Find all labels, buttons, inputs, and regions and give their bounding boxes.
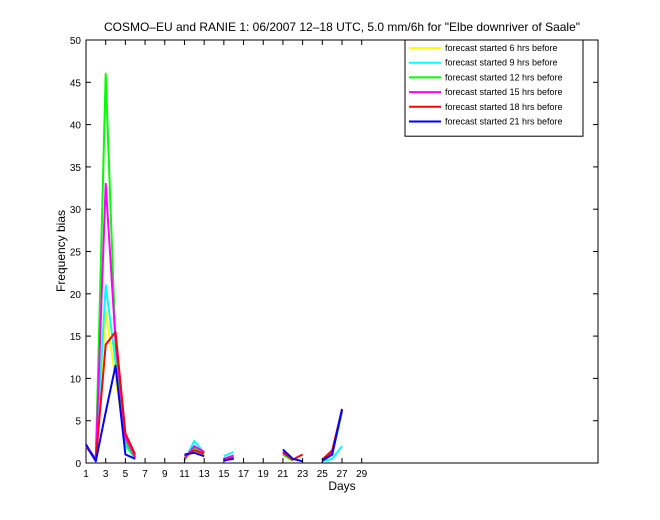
legend-label: forecast started 12 hrs before (445, 72, 563, 82)
axis-ticks: 1 3 5 7 9 11 13 15 17 19 21 23 25 27 29051015202530354… (70, 36, 598, 480)
x-tick-label: 25 (317, 469, 329, 480)
y-tick-label: 35 (70, 163, 82, 174)
legend: forecast started 6 hrs before forecast st… (404, 39, 584, 137)
x-tick-label: 1 (83, 469, 89, 480)
series-line-6 (282, 448, 303, 463)
y-tick-label: 10 (70, 374, 82, 385)
series-line-6 (223, 457, 234, 462)
legend-label: forecast started 21 hrs before (445, 117, 563, 127)
x-tick-label: 17 (238, 469, 250, 480)
x-axis-label: Days (328, 479, 355, 493)
y-tick-label: 15 (70, 332, 82, 343)
series-line-2 (223, 451, 235, 458)
x-tick-label: 27 (336, 469, 348, 480)
y-tick-label: 30 (70, 205, 82, 216)
legend-box (404, 39, 584, 137)
y-tick-label: 0 (75, 459, 81, 470)
y-tick-label: 50 (70, 36, 82, 47)
y-tick-label: 45 (70, 78, 82, 89)
x-tick-label: 15 (218, 469, 230, 480)
series-lines (85, 72, 343, 463)
series-line-6 (184, 451, 205, 458)
series-line-2 (322, 445, 343, 463)
legend-label: forecast started 18 hrs before (445, 102, 563, 112)
x-tick-label: 7 (142, 469, 148, 480)
chart-title: COSMO–EU and RANIE 1: 06/2007 12–18 UTC,… (104, 20, 580, 34)
x-tick-label: 19 (258, 469, 270, 480)
legend-label: forecast started 6 hrs before (445, 43, 558, 53)
x-tick-label: 11 (179, 469, 190, 480)
x-tick-label: 9 (162, 469, 168, 480)
y-tick-label: 25 (70, 248, 82, 259)
y-tick-label: 40 (70, 121, 82, 132)
y-tick-label: 5 (75, 417, 81, 428)
x-tick-label: 3 (103, 469, 109, 480)
y-tick-label: 20 (70, 290, 82, 301)
x-tick-label: 5 (123, 469, 129, 480)
series-line-6 (85, 364, 136, 463)
y-axis-label: Frequency bias (54, 210, 68, 292)
legend-label: forecast started 15 hrs before (445, 87, 563, 97)
legend-label: forecast started 9 hrs before (445, 58, 558, 68)
series-line-6 (321, 408, 343, 462)
x-tick-label: 29 (356, 469, 368, 480)
x-tick-label: 13 (199, 469, 211, 480)
x-tick-label: 23 (297, 469, 309, 480)
x-tick-label: 21 (277, 469, 289, 480)
series-line-4 (223, 454, 235, 460)
